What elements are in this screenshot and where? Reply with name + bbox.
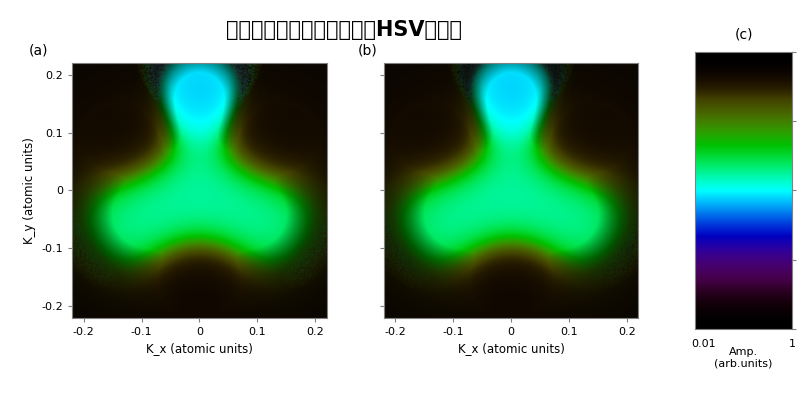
Text: Amp.
(arb.units): Amp. (arb.units) [714,347,773,369]
Text: (c): (c) [734,27,753,41]
Y-axis label: K_y (atomic units): K_y (atomic units) [22,137,36,244]
Text: 複素数の波動関数（２次元HSV表示）: 複素数の波動関数（２次元HSV表示） [226,20,462,40]
Text: (b): (b) [358,44,378,58]
X-axis label: K_x (atomic units): K_x (atomic units) [458,342,565,356]
Text: 0.01: 0.01 [691,339,716,349]
X-axis label: K_x (atomic units): K_x (atomic units) [146,342,253,356]
Text: (a): (a) [29,44,48,58]
Text: 1: 1 [789,339,796,349]
